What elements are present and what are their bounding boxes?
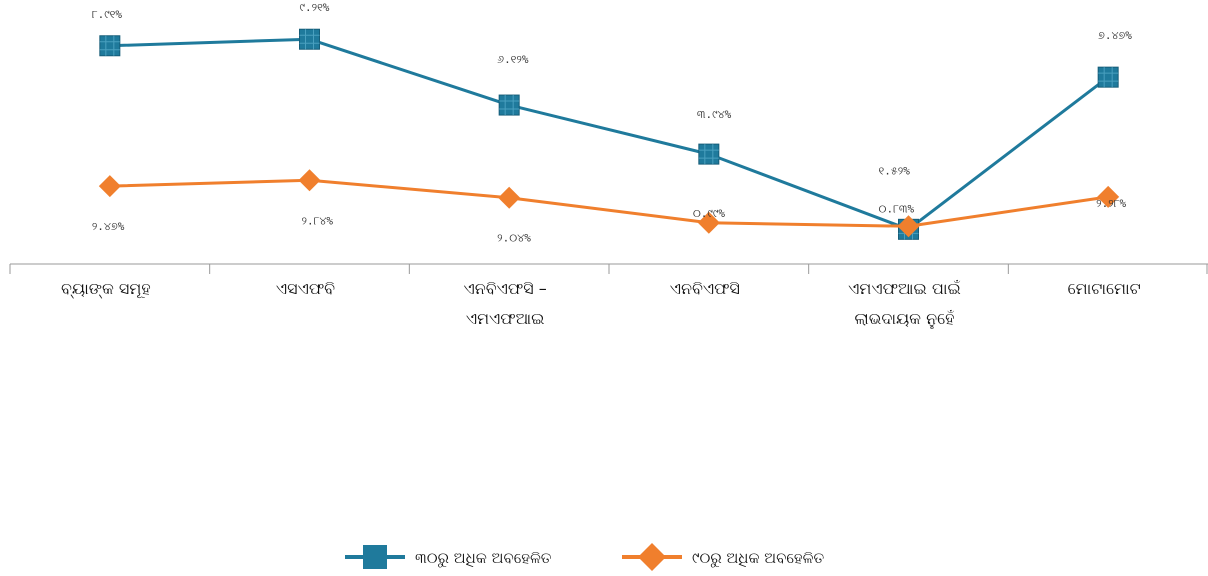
category-label-line: ଏନବିଏଫସି — [670, 279, 740, 298]
legend-marker-square — [363, 545, 387, 569]
category-label: ଏସଏଫବି — [276, 279, 335, 298]
data-label: ୮.୯୧% — [92, 8, 123, 21]
data-point-square — [498, 94, 520, 116]
data-label: ୧.୫୨% — [879, 164, 911, 177]
data-point-texture — [99, 35, 120, 56]
data-label: ୩.୯୪% — [697, 108, 732, 121]
category-label-line: ଏସଏଫବି — [276, 279, 335, 298]
data-label: ୭.୪୭% — [1098, 29, 1132, 42]
legend-label: ୩୦ରୁ ଅଧିକ ଅବହେଳିତ — [415, 549, 552, 567]
data-labels: ୮.୯୧% ୯.୨୧% ୬.୧୨% ୩.୯୪% ୧.୫୨% ୭.୪୭% ୨.୪୭% ୨.୮୪%… — [92, 1, 1132, 244]
category-labels: ବ୍ୟାଙ୍କ ସମୂହ ଏସଏଫବି ଏନବିଏଫସି – ଏମଏଫଆଇଏନବିଏଫ… — [61, 279, 1141, 329]
data-point-square — [698, 143, 720, 165]
category-label: ଏନବିଏଫସି — [670, 279, 740, 298]
category-label: ଏନବିଏଫସି – ଏମଏଫଆଇ — [464, 279, 547, 328]
data-label: ୯.୨୧% — [300, 1, 330, 14]
series-line — [109, 37, 1110, 231]
data-point-square — [1097, 66, 1119, 88]
data-label: ୦.୮୩% — [879, 202, 915, 215]
data-point-square — [299, 28, 320, 50]
category-label-line: ଏମଏଫଆଇ ପାଇଁ — [848, 279, 961, 298]
category-label: ବ୍ୟାଙ୍କ ସମୂହ — [61, 279, 151, 300]
legend-label: ୯୦ରୁ ଅଧିକ ଅବହେଳିତ — [692, 549, 824, 567]
data-label: ୨.୦୪% — [497, 232, 531, 245]
data-point-diamond — [897, 215, 920, 238]
data-point-square — [99, 35, 121, 57]
data-point-texture — [698, 144, 719, 165]
category-label-line: ମୋଟାମୋଟ — [1068, 279, 1141, 298]
series-line — [109, 178, 1109, 228]
category-label-line: ଏମଏଫଆଇ — [466, 309, 545, 328]
category-label-line: ଲାଭଦାୟକ ନୁହେଁ — [855, 309, 955, 329]
data-label: ୨.୪୭% — [92, 220, 125, 233]
data-label: ୨.୨୮% — [1096, 197, 1126, 210]
legend: ୩୦ରୁ ଅଧିକ ଅବହେଳିତ ୯୦ରୁ ଅଧିକ ଅବହେଳିତ — [345, 543, 824, 571]
legend-item: ୯୦ରୁ ଅଧିକ ଅବହେଳିତ — [622, 543, 824, 571]
category-label: ମୋଟାମୋଟ — [1068, 279, 1141, 298]
x-axis — [9, 263, 1208, 274]
category-label-line: ବ୍ୟାଙ୍କ ସମୂହ — [61, 279, 151, 300]
data-point-diamond — [1097, 185, 1120, 208]
category-label-line: ଏନବିଏଫସି – — [464, 279, 547, 298]
data-point-diamond — [697, 211, 720, 234]
legend-marker-diamond — [638, 543, 666, 571]
data-point-texture — [299, 29, 320, 50]
data-point-texture — [499, 95, 520, 116]
data-label: ୦.୯୯% — [693, 207, 726, 220]
data-point-diamond — [298, 169, 321, 192]
data-point-texture — [1098, 67, 1119, 88]
data-point-diamond — [98, 175, 121, 198]
legend-item: ୩୦ରୁ ଅଧିକ ଅବହେଳିତ — [345, 545, 552, 569]
category-label: ଏମଏଫଆଇ ପାଇଁ ଲାଭଦାୟକ ନୁହେଁ — [848, 279, 961, 329]
data-point-diamond — [498, 186, 521, 209]
data-label: ୬.୧୨% — [497, 53, 529, 66]
data-label: ୨.୮୪% — [302, 214, 334, 227]
series-layer — [98, 28, 1120, 240]
